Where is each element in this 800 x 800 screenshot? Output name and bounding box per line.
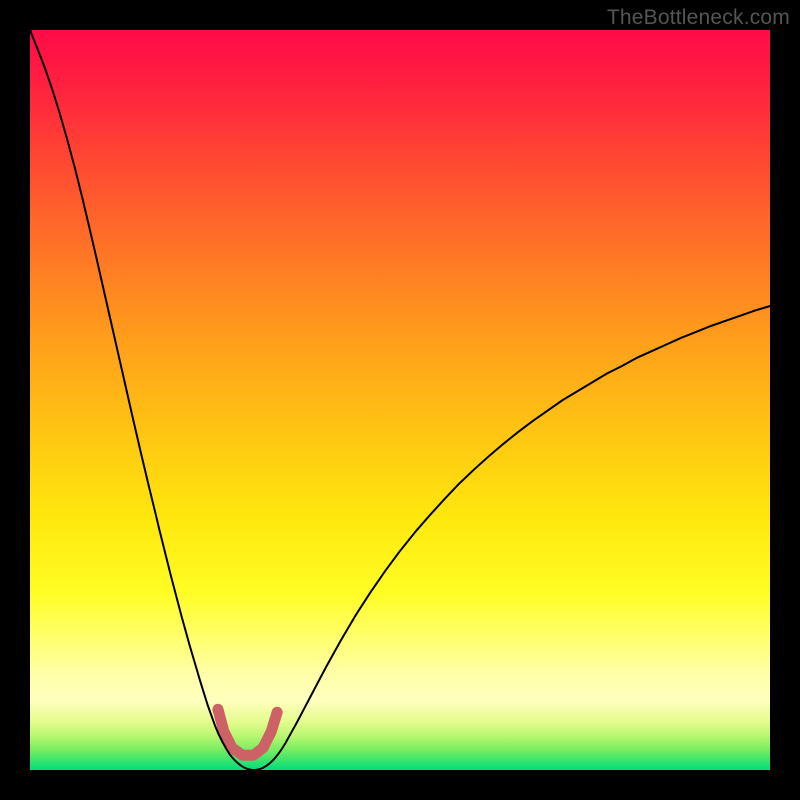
plot-area [30, 30, 770, 770]
canvas: TheBottleneck.com [0, 0, 800, 800]
watermark-text: TheBottleneck.com [607, 6, 790, 30]
plot-svg [30, 30, 770, 770]
